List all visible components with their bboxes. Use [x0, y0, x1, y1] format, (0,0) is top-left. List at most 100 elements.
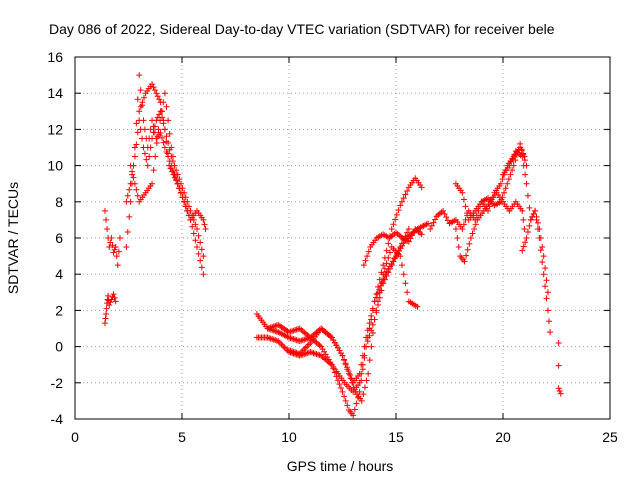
data-point: [131, 180, 138, 187]
data-point: [466, 240, 473, 247]
data-point: [181, 198, 188, 205]
data-point: [505, 176, 512, 183]
x-tick-label: 10: [281, 429, 297, 445]
data-point: [103, 305, 110, 312]
data-point: [334, 377, 341, 384]
axis-tick-labels: 0 5 10 15 20 25 -4 -2 0 2 4 6 8 10 12 14 16: [47, 49, 618, 445]
data-point: [520, 162, 527, 169]
data-point: [524, 228, 531, 235]
data-point: [149, 180, 156, 187]
data-point: [139, 99, 146, 106]
data-point: [397, 253, 404, 260]
data-point: [150, 129, 157, 136]
x-tick-label: 20: [495, 429, 511, 445]
y-tick-label: 0: [55, 339, 63, 355]
data-point: [308, 349, 315, 356]
data-point: [153, 90, 160, 97]
data-point: [293, 337, 300, 344]
data-point: [464, 246, 471, 253]
data-point: [137, 103, 144, 110]
data-point: [360, 262, 367, 269]
data-point: [398, 198, 405, 205]
data-point: [520, 243, 527, 250]
data-point: [523, 180, 530, 187]
data-point: [193, 244, 200, 251]
data-point: [169, 153, 176, 160]
data-point: [200, 271, 207, 278]
data-point: [275, 338, 282, 345]
data-point: [363, 334, 370, 341]
data-point: [171, 162, 178, 169]
data-point: [462, 203, 469, 210]
data-point: [111, 294, 118, 301]
data-point: [430, 219, 437, 226]
data-point: [156, 96, 163, 103]
data-point: [129, 168, 136, 175]
data-point: [311, 350, 318, 357]
data-point: [290, 327, 297, 334]
y-axis-label: SDTVAR / TECUs: [5, 182, 21, 294]
data-point: [166, 130, 173, 137]
data-point: [441, 211, 448, 218]
data-point: [544, 289, 551, 296]
data-point: [555, 339, 562, 346]
data-point: [369, 321, 376, 328]
data-point: [452, 225, 459, 232]
data-point: [266, 335, 273, 342]
data-point: [160, 117, 167, 124]
data-point: [557, 390, 564, 397]
data-point: [418, 231, 425, 238]
data-point: [149, 81, 156, 88]
data-point: [126, 213, 133, 220]
data-point: [364, 327, 371, 334]
data-point: [404, 289, 411, 296]
data-point: [111, 246, 118, 253]
data-point: [463, 252, 470, 259]
data-point: [425, 220, 432, 227]
series-evening-e: [519, 207, 551, 296]
data-point: [193, 225, 200, 232]
data-point: [523, 235, 530, 241]
data-point: [154, 93, 161, 100]
data-point: [385, 240, 392, 247]
data-point: [402, 191, 409, 198]
data-point: [161, 126, 168, 133]
data-point: [159, 114, 166, 121]
data-point: [113, 253, 120, 260]
series-morning-d: [136, 81, 194, 223]
data-point: [136, 117, 143, 124]
data-point: [109, 242, 116, 249]
data-point: [526, 204, 533, 211]
data-point: [464, 210, 471, 217]
data-point: [543, 277, 550, 284]
data-point: [136, 108, 143, 115]
data-point: [305, 341, 312, 348]
data-point: [290, 336, 297, 343]
data-point: [544, 307, 551, 314]
data-point: [459, 189, 466, 196]
data-point: [376, 289, 383, 296]
data-point: [269, 336, 276, 343]
series-early-a: [101, 207, 123, 269]
data-point: [524, 192, 531, 199]
data-point: [509, 167, 516, 174]
data-point: [459, 225, 466, 232]
data-point: [161, 144, 168, 151]
data-point: [159, 108, 166, 115]
data-point: [267, 335, 274, 342]
data-point: [168, 144, 175, 151]
data-point: [469, 230, 476, 237]
data-point: [339, 388, 346, 395]
y-tick-label: 16: [47, 49, 63, 65]
data-point: [201, 221, 208, 228]
data-point: [169, 168, 176, 175]
data-point: [190, 230, 197, 237]
data-point: [542, 283, 549, 290]
data-point: [133, 141, 140, 148]
data-point: [114, 262, 121, 269]
data-point: [347, 375, 354, 382]
data-point: [302, 344, 309, 351]
data-point: [520, 216, 527, 223]
y-tick-label: 8: [55, 194, 63, 210]
data-point: [387, 249, 394, 256]
